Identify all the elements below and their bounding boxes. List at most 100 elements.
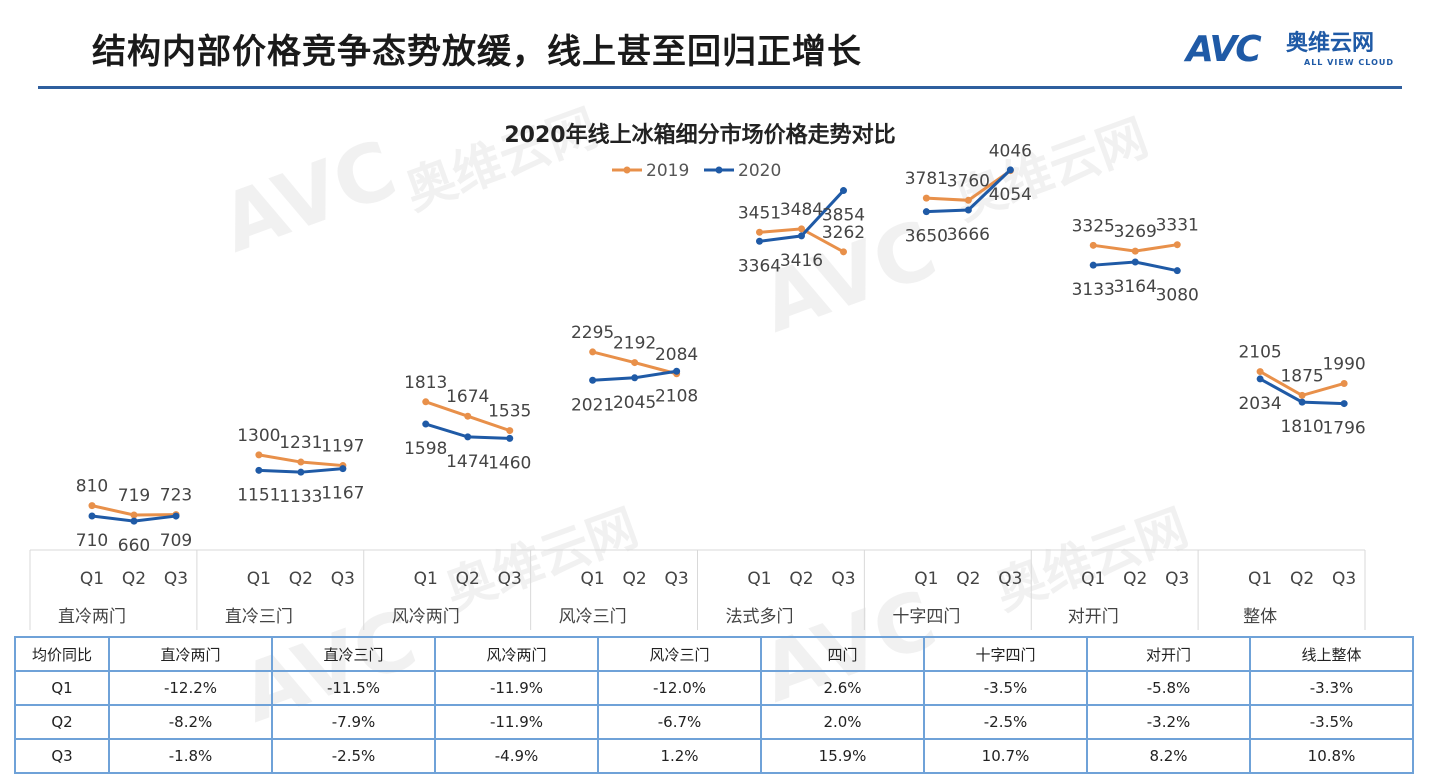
data-label-2020: 3416 bbox=[780, 251, 823, 271]
data-label-2019: 2192 bbox=[613, 334, 656, 354]
tick-label-group: 对开门 bbox=[1068, 607, 1119, 627]
data-point-2019 bbox=[1256, 368, 1264, 376]
table-row: Q3 -1.8% -2.5% -4.9% 1.2% 15.9% 10.7% 8.2% 10.8% bbox=[14, 738, 1414, 774]
data-point-2019 bbox=[798, 225, 805, 233]
tick-label-quarter: Q1 bbox=[1248, 569, 1272, 589]
data-point-2020 bbox=[297, 468, 305, 476]
tick-label-quarter: Q2 bbox=[122, 569, 146, 589]
table-header-cell: 对开门 bbox=[1086, 636, 1251, 672]
tick-label-group: 风冷两门 bbox=[392, 607, 460, 627]
row-label: Q3 bbox=[14, 738, 110, 774]
tick-label-quarter: Q1 bbox=[1081, 569, 1105, 589]
table-cell: 10.8% bbox=[1249, 738, 1414, 774]
table-cell: -7.9% bbox=[271, 704, 436, 740]
data-label-2020: 1167 bbox=[321, 484, 364, 504]
data-point-2019 bbox=[422, 398, 430, 406]
data-point-2019 bbox=[756, 228, 763, 236]
tick-label-group: 法式多门 bbox=[726, 607, 794, 627]
tick-label-group: 风冷三门 bbox=[559, 607, 627, 627]
table-cell: -11.5% bbox=[271, 670, 436, 706]
data-label-2020: 1796 bbox=[1322, 419, 1365, 439]
table-cell: -3.3% bbox=[1249, 670, 1414, 706]
data-label-2019: 4046 bbox=[989, 142, 1032, 162]
data-point-2019 bbox=[297, 458, 305, 466]
data-label-2019: 3451 bbox=[738, 203, 781, 223]
table-cell: -11.9% bbox=[434, 704, 599, 740]
title-divider bbox=[38, 86, 1402, 89]
table-cell: 1.2% bbox=[597, 738, 762, 774]
data-label-2019: 719 bbox=[118, 486, 150, 506]
table-cell: -8.2% bbox=[108, 704, 273, 740]
data-label-2019: 1535 bbox=[488, 402, 531, 422]
data-point-2019 bbox=[1089, 241, 1097, 249]
data-label-2019: 1813 bbox=[404, 373, 447, 393]
table-cell: -4.9% bbox=[434, 738, 599, 774]
table-cell: -3.2% bbox=[1086, 704, 1251, 740]
data-label-2019: 1231 bbox=[279, 433, 322, 453]
avc-logo: AVC 奥维云网 ALL VIEW CLOUD bbox=[1186, 30, 1406, 72]
tick-label-quarter: Q3 bbox=[998, 569, 1022, 589]
data-label-2020: 1460 bbox=[488, 453, 531, 473]
data-label-2019: 3760 bbox=[947, 171, 990, 191]
data-point-2019 bbox=[255, 451, 263, 459]
legend-label-2019: 2019 bbox=[646, 161, 689, 181]
data-label-2019: 3325 bbox=[1072, 216, 1115, 236]
table-header-row: 均价同比 直冷两门 直冷三门 风冷两门 风冷三门 四门 十字四门 对开门 线上整体 bbox=[14, 636, 1414, 672]
tick-label-quarter: Q2 bbox=[1290, 569, 1314, 589]
yoy-price-table: 均价同比 直冷两门 直冷三门 风冷两门 风冷三门 四门 十字四门 对开门 线上整体 Q1 -12.… bbox=[14, 636, 1414, 774]
table-cell: 8.2% bbox=[1086, 738, 1251, 774]
data-label-2019: 1875 bbox=[1280, 366, 1323, 386]
tick-label-quarter: Q2 bbox=[956, 569, 980, 589]
tick-label-quarter: Q3 bbox=[331, 569, 355, 589]
data-point-2020 bbox=[673, 367, 681, 375]
data-label-2020: 3854 bbox=[822, 206, 865, 226]
data-point-2020 bbox=[422, 420, 430, 428]
table-cell: -3.5% bbox=[923, 670, 1088, 706]
table-row: Q2 -8.2% -7.9% -11.9% -6.7% 2.0% -2.5% -3.2% -3.… bbox=[14, 704, 1414, 740]
tick-label-group: 整体 bbox=[1243, 607, 1277, 627]
data-point-2020 bbox=[1256, 375, 1264, 383]
tick-label-quarter: Q2 bbox=[289, 569, 313, 589]
data-point-2019 bbox=[1131, 247, 1139, 255]
data-label-2019: 2084 bbox=[655, 345, 698, 365]
data-point-2019 bbox=[1340, 379, 1348, 387]
price-trend-chart: 2020年线上冰箱细分市场价格走势对比 2019 2020 Q1 Q2 Q3 直冷两门 Q… bbox=[29, 122, 1366, 630]
tick-label-quarter: Q1 bbox=[414, 569, 438, 589]
tick-label-quarter: Q1 bbox=[747, 569, 771, 589]
data-label-2020: 709 bbox=[160, 531, 192, 551]
table-cell: -5.8% bbox=[1086, 670, 1251, 706]
table-header-cell: 四门 bbox=[760, 636, 925, 672]
data-point-2020 bbox=[255, 466, 263, 474]
table-header-cell: 风冷三门 bbox=[597, 636, 762, 672]
data-point-2020 bbox=[130, 517, 138, 525]
tick-label-quarter: Q1 bbox=[581, 569, 605, 589]
data-point-2020 bbox=[1173, 267, 1181, 275]
data-point-2020 bbox=[756, 237, 763, 245]
logo-mark: AVC bbox=[1186, 29, 1262, 70]
data-point-2020 bbox=[964, 206, 972, 214]
tick-label-quarter: Q3 bbox=[498, 569, 522, 589]
tick-label-quarter: Q3 bbox=[831, 569, 855, 589]
tick-label-quarter: Q1 bbox=[914, 569, 938, 589]
data-label-2020: 3666 bbox=[947, 225, 990, 245]
tick-label-quarter: Q2 bbox=[1123, 569, 1147, 589]
data-point-2019 bbox=[922, 194, 930, 202]
data-point-2020 bbox=[464, 433, 472, 441]
data-point-2019 bbox=[1173, 241, 1181, 249]
page-title: 结构内部价格竞争态势放缓，线上甚至回归正增长 bbox=[92, 32, 862, 72]
data-label-2020: 1133 bbox=[279, 487, 322, 507]
tick-label-quarter: Q3 bbox=[164, 569, 188, 589]
data-point-2019 bbox=[631, 359, 639, 367]
data-point-2019 bbox=[464, 412, 472, 420]
table-cell: -6.7% bbox=[597, 704, 762, 740]
data-label-2019: 3269 bbox=[1114, 222, 1157, 242]
data-label-2020: 3650 bbox=[905, 227, 948, 247]
data-label-2019: 1197 bbox=[321, 437, 364, 457]
data-label-2019: 3331 bbox=[1156, 216, 1199, 236]
data-point-2020 bbox=[1340, 400, 1348, 408]
data-point-2019 bbox=[840, 248, 847, 256]
data-label-2020: 4054 bbox=[989, 185, 1032, 205]
tick-label-group: 十字四门 bbox=[892, 607, 960, 627]
table-header-cell: 均价同比 bbox=[14, 636, 110, 672]
data-label-2020: 1151 bbox=[237, 485, 280, 505]
